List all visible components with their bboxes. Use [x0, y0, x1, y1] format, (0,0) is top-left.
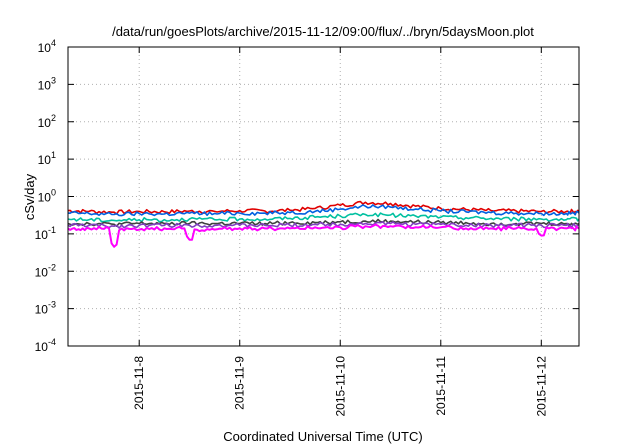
y-tick-label: 102 — [38, 113, 56, 130]
y-axis: 10-4 10-3 10-2 10-1 100 101 102 103 104 — [35, 38, 579, 354]
y-axis-label: cSv/day — [22, 173, 37, 220]
x-tick-label: 2015-11-9 — [233, 356, 247, 410]
series-group — [67, 200, 580, 248]
x-tick-label: 2015-11-11 — [434, 356, 448, 416]
chart-title: /data/run/goesPlots/archive/2015-11-12/0… — [112, 24, 534, 39]
series-line-2 — [67, 204, 580, 217]
x-axis-label: Coordinated Universal Time (UTC) — [223, 429, 422, 444]
x-axis: 2015-11-8 2015-11-9 2015-11-10 2015-11-11 20… — [132, 47, 548, 417]
series-line-1 — [67, 200, 580, 215]
y-tick-label: 104 — [38, 38, 56, 55]
y-tick-label: 10-1 — [35, 225, 56, 242]
y-tick-label: 10-3 — [35, 300, 56, 317]
y-tick-label: 10-4 — [35, 337, 56, 354]
y-tick-label: 10-2 — [35, 262, 56, 279]
series-line-5 — [67, 221, 579, 229]
x-tick-label: 2015-11-10 — [333, 356, 347, 417]
y-tick-label: 103 — [38, 75, 56, 92]
x-tick-label: 2015-11-12 — [534, 356, 548, 417]
series-line-3 — [67, 212, 580, 223]
series-line-6 — [67, 223, 580, 248]
y-tick-label: 100 — [38, 188, 56, 205]
grid — [68, 47, 579, 346]
y-tick-label: 101 — [38, 150, 56, 167]
x-tick-label: 2015-11-8 — [132, 356, 146, 410]
